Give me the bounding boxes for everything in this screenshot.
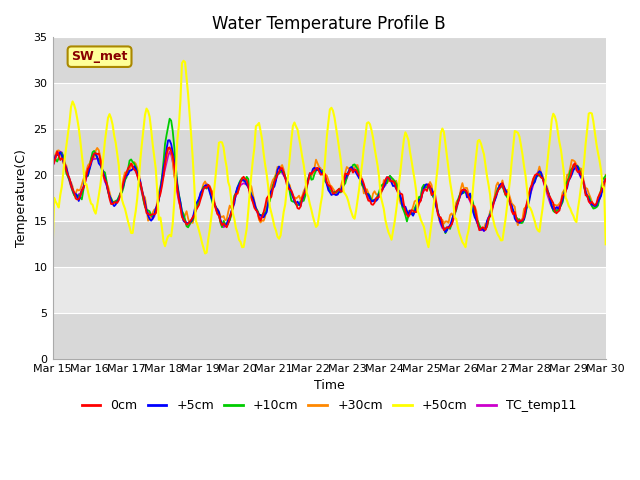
Bar xyxy=(52,313,605,359)
Bar xyxy=(52,221,605,267)
Bar xyxy=(52,267,605,313)
Title: Water Temperature Profile B: Water Temperature Profile B xyxy=(212,15,446,33)
X-axis label: Time: Time xyxy=(314,379,344,392)
Bar xyxy=(52,37,605,83)
Bar xyxy=(52,83,605,129)
Y-axis label: Temperature(C): Temperature(C) xyxy=(15,149,28,247)
Bar xyxy=(52,175,605,221)
Legend: 0cm, +5cm, +10cm, +30cm, +50cm, TC_temp11: 0cm, +5cm, +10cm, +30cm, +50cm, TC_temp1… xyxy=(77,394,582,417)
Bar xyxy=(52,129,605,175)
Text: SW_met: SW_met xyxy=(72,50,128,63)
